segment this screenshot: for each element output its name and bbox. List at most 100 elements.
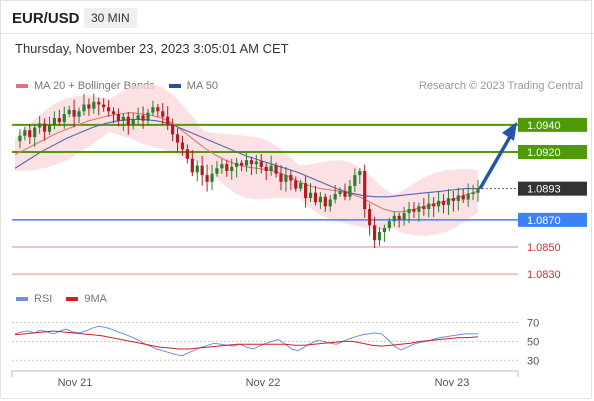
candle	[239, 162, 244, 166]
candle	[412, 209, 416, 212]
chart-datetime: Thursday, November 23, 2023 3:05:01 AM C…	[15, 41, 289, 56]
current-price-label: 1.0893	[527, 184, 561, 196]
level-tag-1.0870	[518, 212, 587, 227]
timeframe-badge[interactable]: 30 MIN	[84, 8, 137, 28]
forecast-arrow-head	[502, 121, 517, 141]
candle	[254, 161, 258, 165]
rsi-tick-50: 50	[527, 336, 539, 348]
rsi-tick-70: 70	[527, 318, 539, 330]
legend-rsi-ma: 9MA	[84, 293, 107, 305]
candle	[353, 175, 357, 186]
candle	[141, 115, 145, 121]
candle	[166, 116, 170, 125]
candle	[299, 183, 303, 189]
candle	[121, 116, 125, 121]
time-label-0: Nov 21	[58, 377, 93, 389]
candle	[441, 200, 446, 205]
candle	[264, 166, 268, 171]
rsi-tick-30: 30	[527, 355, 539, 367]
legend-rsi: RSI	[34, 293, 53, 305]
credit-text: Research © 2023 Trading Central	[418, 80, 583, 92]
rsi-legend: RSI 9MA	[16, 293, 107, 305]
candle	[52, 118, 57, 125]
time-label-2: Nov 23	[435, 377, 470, 389]
candle	[161, 111, 165, 117]
candle	[338, 191, 342, 195]
candle	[180, 142, 185, 150]
legend-ma50: MA 50	[186, 80, 218, 92]
candle	[62, 114, 66, 123]
candle	[466, 194, 470, 200]
candle	[190, 158, 194, 173]
candle	[225, 164, 229, 171]
candle	[185, 149, 189, 159]
candle	[284, 175, 288, 182]
legend-ma20: MA 20 + Bollinger Bands	[34, 80, 155, 92]
candle	[230, 166, 234, 171]
candle	[92, 101, 96, 109]
level-tag-1.0920	[518, 145, 587, 159]
candle	[343, 191, 347, 197]
candle	[47, 124, 52, 132]
instrument-title: EUR/USD	[12, 10, 80, 27]
rsi-ma-line	[14, 330, 479, 350]
candle	[269, 165, 273, 171]
candle	[171, 124, 175, 135]
candle	[294, 180, 298, 189]
candle	[126, 116, 130, 125]
candle	[195, 165, 199, 173]
candle	[377, 232, 382, 241]
candle	[77, 111, 81, 117]
ma20-swatch	[16, 84, 28, 88]
candle	[220, 164, 224, 169]
level-lines-layer	[12, 123, 518, 275]
candle	[436, 200, 441, 207]
candle	[422, 206, 426, 209]
candle	[313, 192, 318, 203]
candle	[205, 175, 209, 182]
price-legend: MA 20 + Bollinger Bands MA 50	[16, 80, 218, 92]
forecast-arrow-shaft	[478, 135, 512, 190]
candle	[333, 194, 337, 200]
candle	[402, 213, 406, 220]
candle	[304, 183, 308, 199]
candle	[387, 221, 391, 228]
time-axis: Nov 21 Nov 22 Nov 23	[11, 370, 519, 389]
candle	[175, 134, 180, 143]
candle	[146, 112, 150, 121]
level-label-1.0920: 1.0920	[527, 147, 561, 159]
candle	[432, 203, 436, 207]
candle	[38, 123, 42, 128]
candle	[368, 209, 372, 226]
candle	[72, 109, 76, 117]
header: EUR/USD 30 MIN	[0, 0, 594, 36]
candle	[244, 160, 249, 166]
candle	[111, 111, 116, 114]
time-label-1: Nov 22	[246, 377, 281, 389]
candle	[116, 114, 121, 121]
candle	[249, 160, 254, 165]
candle	[23, 130, 27, 136]
candle	[446, 198, 451, 205]
candle	[210, 173, 214, 182]
candle	[151, 107, 155, 113]
candle	[392, 215, 396, 222]
candle	[318, 196, 322, 203]
candles-layer	[18, 93, 480, 249]
candle	[131, 119, 135, 125]
candle	[67, 109, 71, 114]
current-price-tag	[518, 181, 587, 196]
candle	[328, 199, 332, 207]
header-divider	[0, 33, 594, 34]
candle	[461, 195, 465, 200]
candle	[427, 203, 431, 209]
candle	[456, 195, 460, 201]
candle	[235, 162, 239, 167]
candle	[28, 130, 32, 138]
candle	[33, 127, 37, 138]
level-label-1.0870: 1.0870	[527, 215, 561, 227]
candle	[87, 104, 91, 109]
candle	[289, 175, 293, 181]
